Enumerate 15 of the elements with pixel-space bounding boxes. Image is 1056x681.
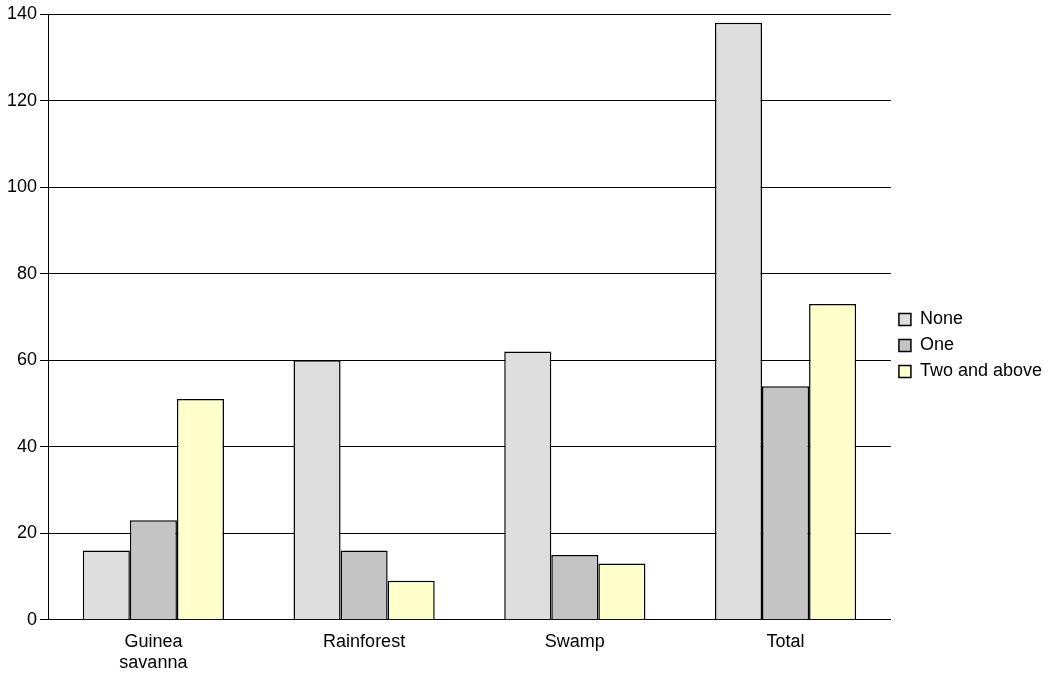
x-tick-label: Rainforest [323, 630, 406, 651]
legend-label: None [919, 308, 963, 329]
y-tick-label: 120 [6, 89, 38, 110]
y-tick-label: 0 [27, 608, 38, 629]
y-tick-label: 140 [6, 2, 38, 23]
x-tick-label: Swamp [544, 630, 605, 651]
y-tick-label: 100 [6, 176, 38, 197]
x-tick-label: Total [766, 630, 805, 651]
y-tick-label: 60 [17, 349, 38, 370]
legend-label: Two and above [919, 360, 1042, 381]
legend-label: One [919, 334, 954, 355]
y-tick-label: 80 [17, 262, 38, 283]
x-tick-label: Guinea savanna [119, 630, 189, 673]
y-tick-label: 20 [17, 522, 38, 543]
y-tick-label: 40 [17, 435, 38, 456]
